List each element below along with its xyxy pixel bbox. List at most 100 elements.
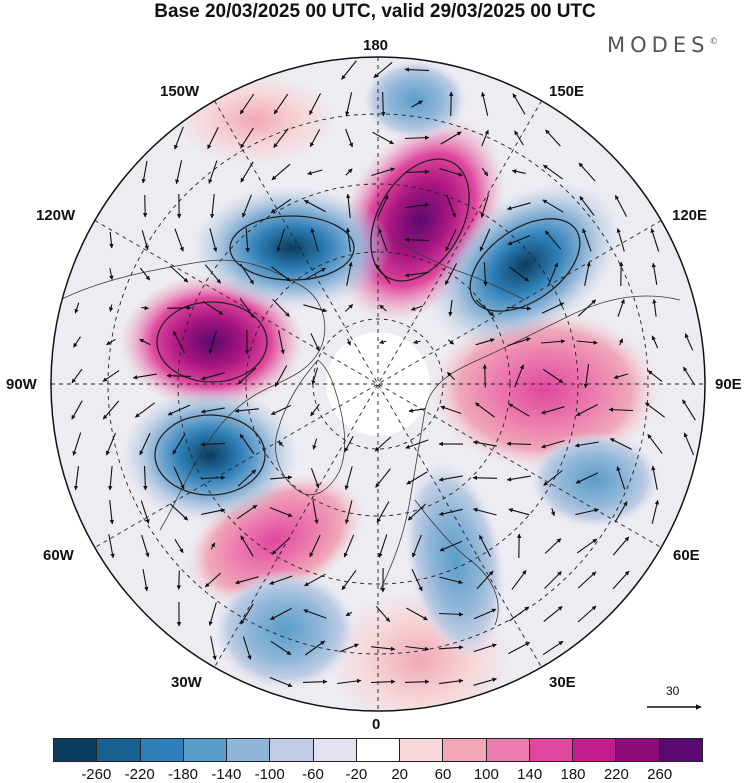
wind-vector bbox=[507, 234, 531, 246]
contour-low-135e bbox=[469, 218, 581, 312]
wind-vector bbox=[651, 465, 658, 490]
wind-vector bbox=[139, 338, 151, 346]
pole-neutral bbox=[326, 332, 430, 436]
wind-vector bbox=[310, 228, 319, 252]
wind-vector bbox=[540, 339, 566, 344]
wind-vector bbox=[612, 570, 630, 590]
colorbar-segment-9 bbox=[443, 739, 487, 761]
wind-vector bbox=[542, 640, 564, 656]
wind-vector bbox=[374, 436, 392, 452]
wind-vector bbox=[239, 93, 255, 115]
contour-high-165e bbox=[370, 158, 470, 282]
wind-vector bbox=[544, 538, 562, 554]
meridian-label-60w: 60W bbox=[43, 547, 74, 564]
wind-vector bbox=[271, 266, 291, 282]
anomaly-field bbox=[120, 60, 660, 711]
wind-vector bbox=[404, 237, 430, 242]
wind-vector bbox=[577, 299, 597, 317]
wind-vector bbox=[647, 370, 663, 382]
colorbar-ticks: -260 -220 -180 -140 -100 -60 -20 20 60 100 140 180 2… bbox=[0, 766, 750, 783]
wind-vector bbox=[375, 605, 391, 623]
wind-vector bbox=[541, 302, 565, 314]
wind-vector bbox=[438, 645, 464, 650]
colorbar-segment-0 bbox=[54, 739, 98, 761]
wind-vector bbox=[234, 576, 259, 585]
colorbar-tick-label: -220 bbox=[124, 766, 155, 783]
wind-vector bbox=[377, 194, 389, 218]
wind-vector bbox=[309, 534, 321, 558]
colorbar-segment-7 bbox=[356, 739, 401, 761]
wind-vectors bbox=[71, 60, 696, 688]
wind-vector bbox=[542, 368, 564, 384]
brand-mark: © bbox=[709, 37, 719, 47]
wind-vector bbox=[278, 330, 285, 355]
wind-vector bbox=[379, 304, 387, 312]
wind-vector bbox=[404, 271, 429, 278]
wind-vector bbox=[234, 408, 259, 413]
wind-vector bbox=[614, 501, 628, 523]
wind-vector bbox=[372, 131, 394, 145]
wind-vector bbox=[167, 404, 191, 416]
wind-vector bbox=[132, 373, 157, 380]
wind-vector bbox=[652, 298, 657, 317]
wind-vector bbox=[404, 169, 430, 174]
wind-vector bbox=[242, 194, 252, 218]
wind-vector bbox=[481, 91, 489, 116]
chart-title: Base 20/03/2025 00 UTC, valid 29/03/2025… bbox=[154, 1, 596, 22]
wind-vector bbox=[583, 364, 590, 389]
wind-vector bbox=[237, 367, 257, 385]
wind-vector bbox=[173, 330, 185, 353]
colorbar-tick-label: -260 bbox=[81, 766, 112, 783]
wind-vector bbox=[245, 227, 250, 253]
wind-vector bbox=[404, 67, 430, 72]
wind-vector bbox=[473, 677, 497, 686]
wind-vector bbox=[240, 263, 254, 285]
meridian-label-150e: 150E bbox=[549, 83, 585, 100]
meridian-label-120e: 120E bbox=[672, 207, 708, 224]
wind-vector bbox=[310, 403, 320, 417]
wind-vector bbox=[404, 679, 430, 684]
greenland-coast bbox=[275, 359, 346, 496]
wind-vector bbox=[278, 441, 284, 447]
wind-vector bbox=[378, 228, 388, 252]
wind-vector bbox=[304, 573, 326, 587]
wind-vector bbox=[438, 612, 464, 617]
wind-vector bbox=[439, 167, 463, 177]
wind-vector bbox=[544, 571, 562, 589]
wind-vector bbox=[405, 645, 430, 652]
wind-vector bbox=[269, 676, 293, 688]
wind-vector bbox=[370, 679, 396, 684]
wind-vector bbox=[344, 304, 354, 312]
wind-vector bbox=[472, 440, 497, 447]
anomaly-negative-60e bbox=[530, 432, 660, 528]
wind-vector bbox=[647, 434, 663, 454]
wind-vector bbox=[651, 499, 660, 524]
wind-vector bbox=[311, 367, 319, 385]
meridian-label-120w: 120W bbox=[36, 207, 76, 224]
wind-vector bbox=[208, 602, 217, 626]
wind-vector bbox=[312, 438, 318, 450]
wind-vector bbox=[208, 160, 218, 184]
colorbar-tick-label: 140 bbox=[517, 766, 543, 783]
wind-vector bbox=[473, 643, 497, 653]
wind-vector bbox=[309, 93, 321, 115]
wind-vector bbox=[509, 266, 529, 282]
wind-vector bbox=[302, 679, 328, 684]
wind-vector bbox=[135, 402, 155, 418]
map-boundary bbox=[50, 56, 706, 712]
colorbar-segment-8 bbox=[400, 739, 444, 761]
wind-vector bbox=[345, 168, 353, 176]
wind-vector bbox=[511, 169, 526, 174]
wind-vector bbox=[276, 228, 286, 252]
colorbar-tick-label: -140 bbox=[211, 766, 242, 783]
meridian-60w-120e bbox=[94, 220, 662, 548]
colorbar-segment-3 bbox=[183, 739, 228, 761]
wind-vector bbox=[166, 305, 192, 310]
wind-vector bbox=[108, 534, 115, 559]
wind-vector bbox=[210, 542, 216, 550]
wind-vector bbox=[578, 162, 596, 182]
wind-vector bbox=[375, 264, 391, 284]
wind-vector bbox=[545, 129, 561, 147]
wind-vector bbox=[176, 570, 182, 590]
